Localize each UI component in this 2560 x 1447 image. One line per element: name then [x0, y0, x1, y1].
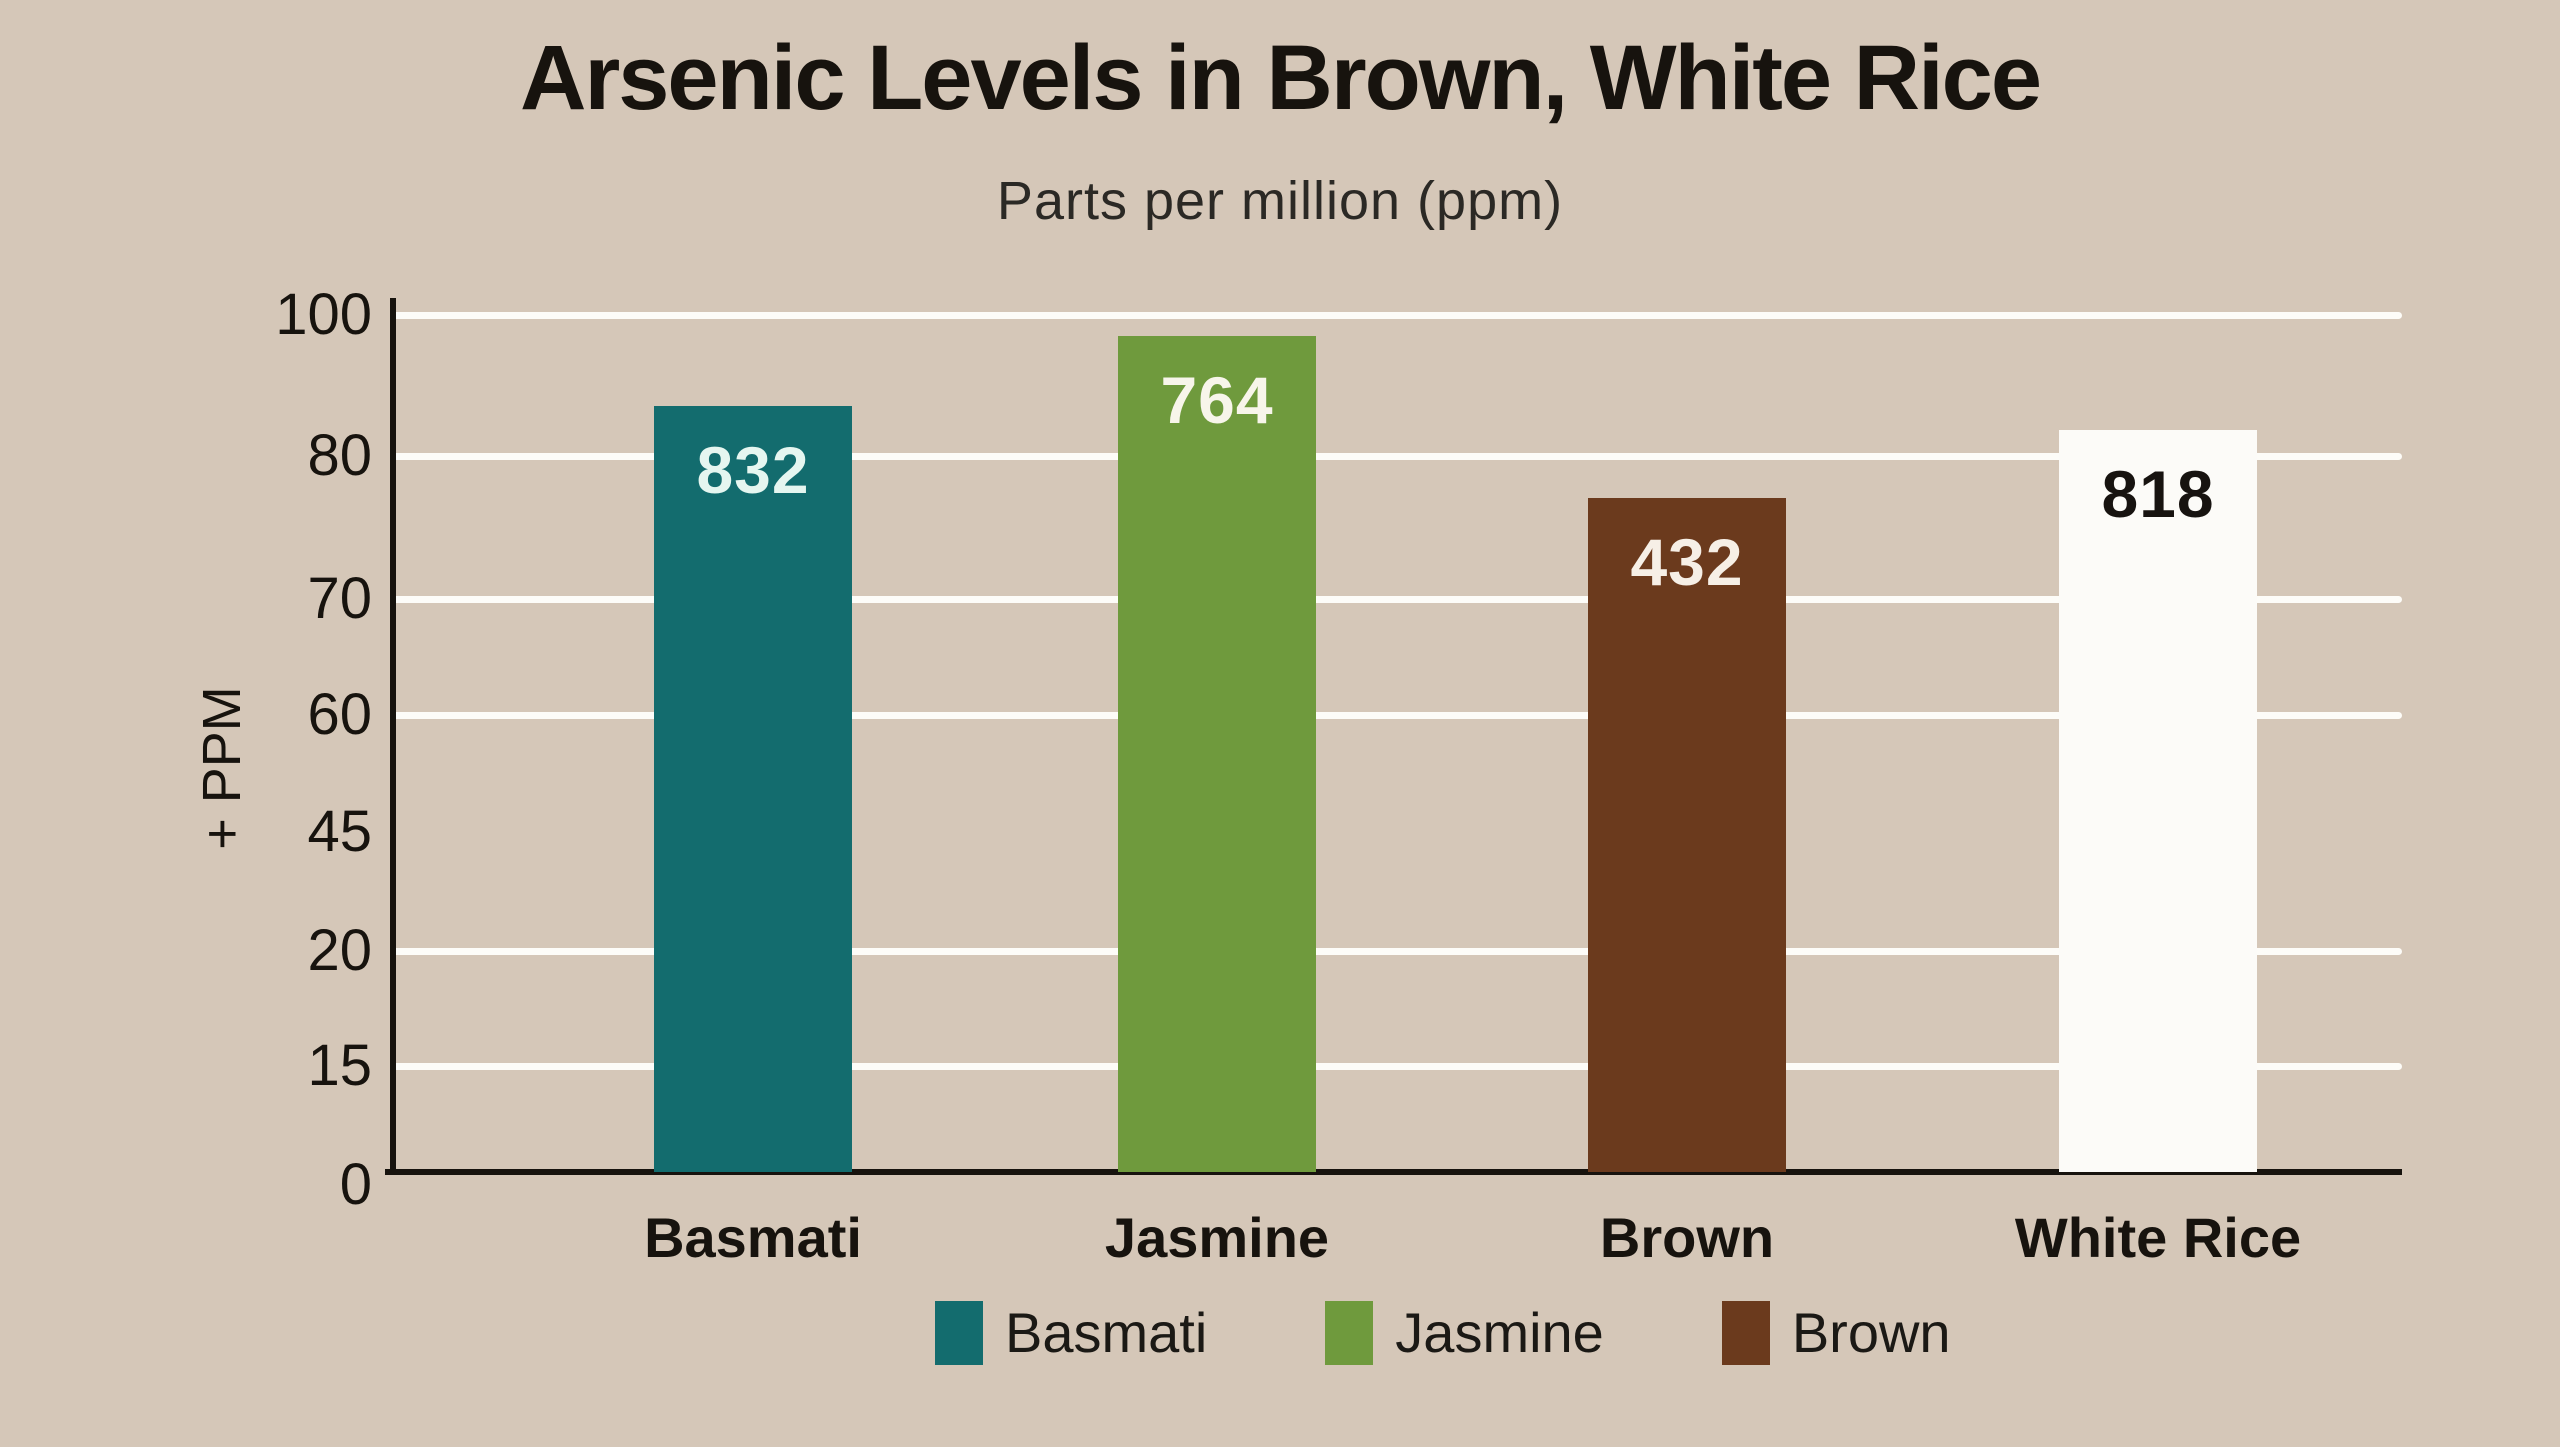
gridline [392, 596, 2402, 604]
gridline [392, 1062, 2402, 1070]
bar-brown: 432 [1588, 498, 1786, 1172]
x-category-label: Jasmine [1104, 1206, 1330, 1269]
chart-title: Arsenic Levels in Brown, White Rice [520, 27, 2042, 129]
x-category-label: Basmati [644, 1206, 862, 1269]
y-tick-label: 0 [339, 1152, 372, 1217]
y-tick-label: 60 [307, 682, 372, 748]
y-tick-label: 70 [307, 566, 372, 632]
bar-white-rice: 818 [2059, 430, 2257, 1172]
legend: Basmati Jasmine Brown [935, 1300, 1951, 1365]
legend-label: Jasmine [1395, 1301, 1604, 1364]
bar-value-label: 832 [696, 433, 810, 507]
gridline [392, 947, 2402, 955]
legend-item-basmati: Basmati [935, 1300, 1207, 1365]
bar-value-label: 764 [1160, 363, 1274, 437]
legend-item-jasmine: Jasmine [1325, 1300, 1604, 1365]
gridline [392, 312, 2402, 319]
y-tick-label: 100 [275, 282, 372, 347]
legend-swatch-basmati [935, 1300, 983, 1365]
gridline [392, 452, 2402, 460]
x-category-label: Brown [1599, 1206, 1775, 1269]
x-category-label: White Rice [2014, 1206, 2302, 1269]
legend-swatch-jasmine [1325, 1300, 1374, 1365]
bar-value-label: 818 [2101, 457, 2215, 531]
x-axis-line [385, 1169, 2402, 1175]
y-tick-label: 80 [307, 422, 372, 488]
y-tick-label: 20 [307, 917, 372, 983]
y-tick-label: 15 [307, 1032, 372, 1098]
chart-subtitle: Parts per million (ppm) [996, 171, 1564, 231]
legend-item-brown: Brown [1721, 1300, 1951, 1365]
y-axis-line [390, 298, 396, 1172]
legend-swatch-brown [1721, 1300, 1770, 1365]
y-tick-label: 45 [307, 798, 372, 864]
legend-label: Basmati [1005, 1301, 1208, 1364]
bar-basmati: 832 [654, 406, 852, 1172]
bar-value-label: 432 [1630, 525, 1744, 599]
bar-jasmine: 764 [1118, 336, 1316, 1172]
gridline [392, 712, 2402, 720]
legend-label: Brown [1791, 1301, 1951, 1364]
